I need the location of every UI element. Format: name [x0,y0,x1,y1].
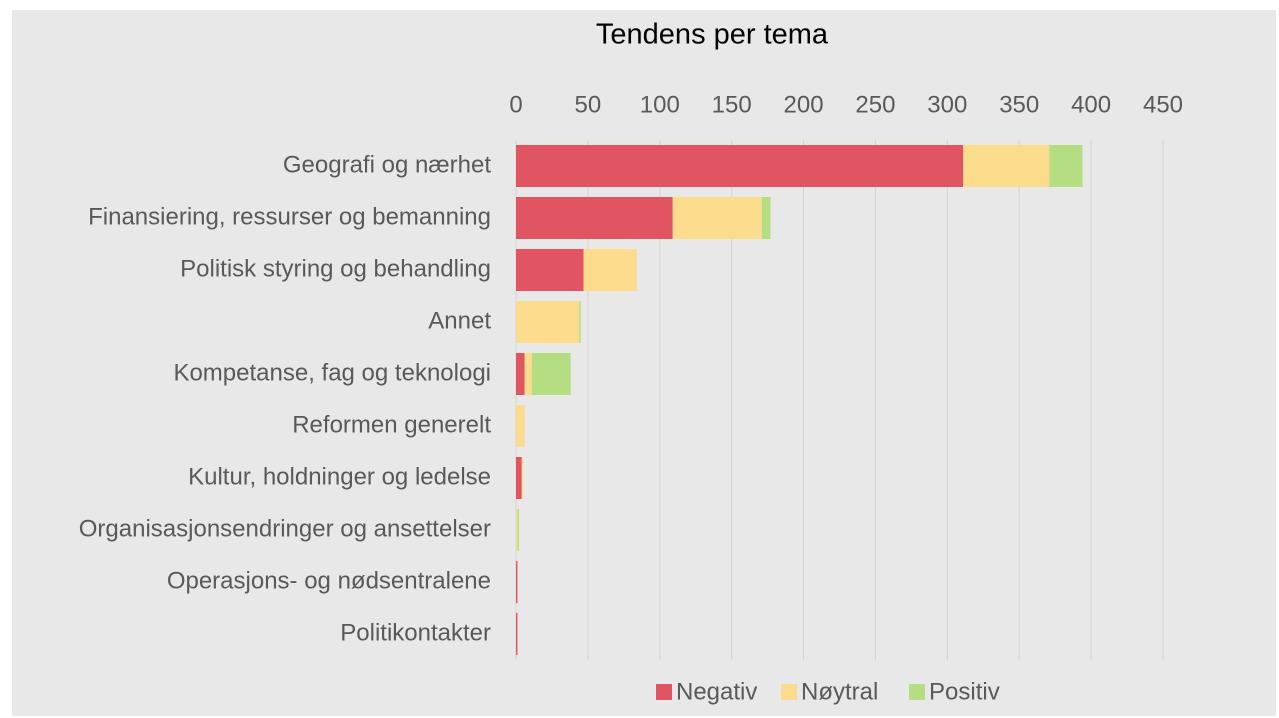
y-tick-label: Reformen generelt [292,411,491,438]
bar-segment [516,613,518,655]
legend-swatch [656,684,672,700]
bar-segment [516,249,584,291]
legend-label: Negativ [676,678,757,705]
y-tick-label: Geografi og nærhet [283,151,491,178]
bar-segment [516,561,518,603]
bar-segment [516,457,522,499]
bar-segment [517,509,519,551]
bar-segment [516,301,580,343]
bar-segment [579,301,581,343]
x-tick-label: 50 [575,91,602,118]
bar-segment [531,353,571,395]
y-tick-label: Annet [428,307,491,334]
x-tick-label: 450 [1143,91,1183,118]
x-tick-label: 350 [999,91,1039,118]
x-tick-label: 200 [784,91,824,118]
bar-segment [672,197,762,239]
y-tick-label: Kompetanse, fag og teknologi [173,359,491,386]
bar-segment [583,249,637,291]
y-tick-label: Operasjons- og nødsentralene [167,567,491,594]
x-tick-label: 150 [712,91,752,118]
bar-segment [524,353,532,395]
chart-background [12,10,1276,716]
bar-segment [516,509,518,551]
x-tick-label: 100 [640,91,680,118]
chart-title: Tendens per tema [596,19,829,51]
bar-segment [516,405,525,447]
legend-label: Positiv [929,678,1000,705]
legend-label: Nøytral [801,678,878,705]
x-tick-label: 250 [855,91,895,118]
bar-segment [521,457,524,499]
bar-segment [963,145,1050,187]
x-tick-label: 0 [509,91,522,118]
y-tick-label: Organisasjonsendringer og ansettelser [79,515,491,542]
y-tick-label: Kultur, holdninger og ledelse [188,463,491,490]
y-tick-label: Finansiering, ressurser og bemanning [88,203,491,230]
bar-segment [1049,145,1083,187]
y-tick-label: Politisk styring og behandling [180,255,491,282]
legend-swatch [781,684,797,700]
legend-swatch [909,684,925,700]
bar-segment [516,353,525,395]
x-tick-label: 300 [927,91,967,118]
bar-segment [516,145,964,187]
bar-segment [516,197,673,239]
bar-segment [761,197,771,239]
y-tick-label: Politikontakter [340,619,491,646]
x-tick-label: 400 [1071,91,1111,118]
